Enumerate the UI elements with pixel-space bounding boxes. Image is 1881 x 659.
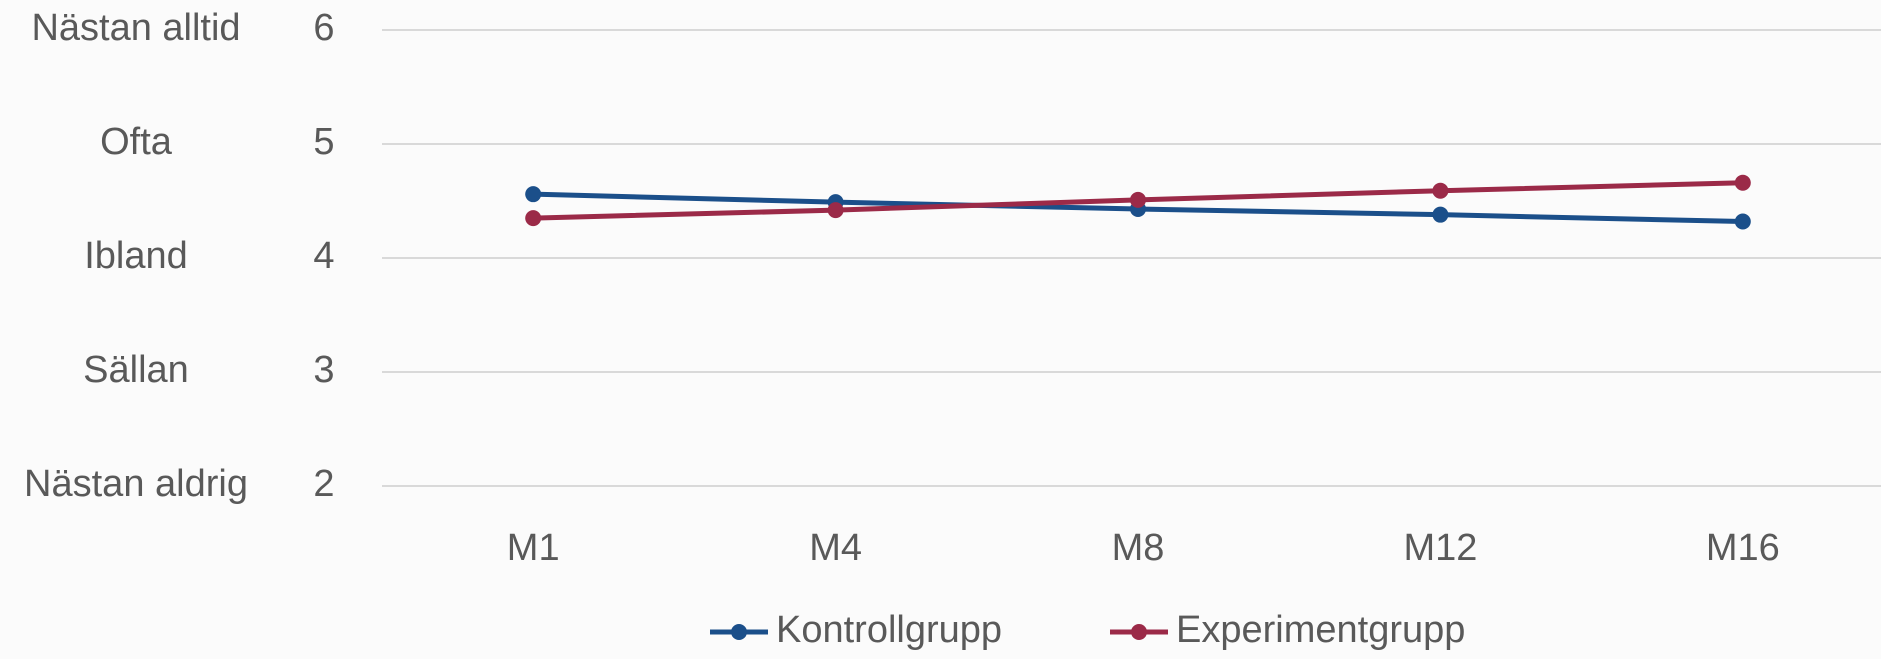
y-tick-description: Ofta [100,121,173,163]
point [1734,174,1751,191]
point [1432,182,1449,199]
legend-label: Experimentgrupp [1176,609,1465,651]
point [525,186,542,203]
y-tick-label: 2 [313,463,334,505]
point [1432,206,1449,223]
y-tick-description: Nästan alltid [31,7,240,49]
y-tick-label: 5 [313,121,334,163]
point [1734,213,1751,230]
x-tick-label: M1 [507,527,560,569]
point [525,210,542,227]
y-tick-description: Nästan aldrig [24,463,248,505]
y-tick-label: 4 [313,235,334,277]
x-tick-label: M12 [1403,527,1477,569]
point [827,202,844,219]
x-tick-label: M16 [1706,527,1780,569]
legend-label: Kontrollgrupp [776,609,1002,651]
y-tick-label: 6 [313,7,334,49]
x-tick-label: M8 [1112,527,1165,569]
y-tick-description: Sällan [83,349,189,391]
x-tick-label: M4 [809,527,862,569]
y-tick-label: 3 [313,349,334,391]
legend-marker [731,624,747,640]
point [1130,191,1146,208]
legend-marker [1131,624,1147,640]
y-tick-description: Ibland [84,235,188,277]
